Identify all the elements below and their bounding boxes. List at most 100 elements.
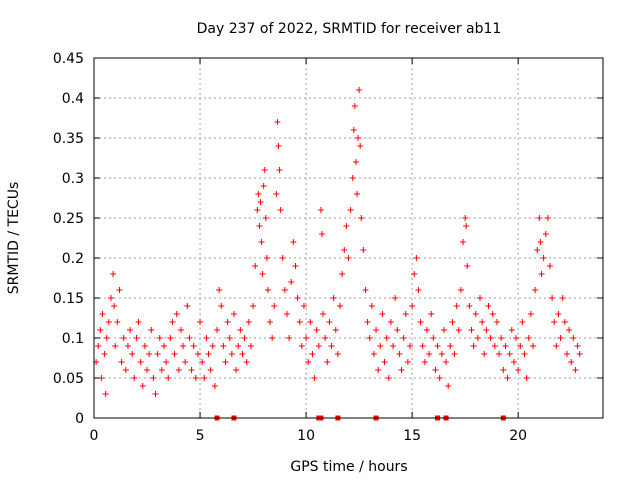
data-point: [538, 271, 545, 277]
data-point: [313, 327, 320, 333]
data-point: [252, 263, 259, 269]
chart-title: Day 237 of 2022, SRMTID for receiver ab1…: [197, 21, 502, 37]
data-point: [377, 343, 384, 349]
data-point: [358, 215, 365, 221]
data-point: [273, 191, 280, 197]
data-point: [194, 351, 201, 357]
y-tick-label: 0.1: [62, 331, 84, 347]
data-point: [190, 343, 197, 349]
x-tick-label: 5: [196, 428, 205, 444]
data-point: [160, 343, 167, 349]
data-point: [396, 351, 403, 357]
data-point: [523, 375, 530, 381]
data-point: [392, 295, 399, 301]
grid: [94, 58, 603, 418]
y-tick-label: 0.4: [62, 91, 84, 107]
data-point: [423, 327, 430, 333]
data-point: [451, 351, 458, 357]
data-point: [370, 351, 377, 357]
data-point: [515, 367, 522, 373]
data-point: [341, 247, 348, 253]
data-point: [415, 287, 422, 293]
data-point: [470, 343, 477, 349]
data-point: [99, 311, 106, 317]
data-point: [222, 359, 229, 365]
x-axis-label: GPS time / hours: [290, 459, 407, 475]
data-point: [269, 335, 276, 341]
x-tick-label: 15: [403, 428, 421, 444]
data-point: [101, 351, 108, 357]
axis-ticks: [93, 57, 603, 419]
data-point: [462, 215, 469, 221]
y-tick-label: 0.3: [62, 171, 84, 187]
data-point: [260, 183, 267, 189]
data-point: [353, 191, 360, 197]
data-point: [141, 343, 148, 349]
data-point: [352, 159, 359, 165]
data-point: [233, 367, 240, 373]
data-point: [180, 343, 187, 349]
data-point: [447, 343, 454, 349]
data-point: [307, 319, 314, 325]
data-points: [93, 87, 583, 421]
data-point: [237, 327, 244, 333]
data-point: [332, 327, 339, 333]
data-point: [245, 319, 252, 325]
data-point: [309, 351, 316, 357]
data-point: [334, 351, 341, 357]
data-point: [413, 255, 420, 261]
data-point: [542, 231, 549, 237]
data-point: [576, 351, 583, 357]
data-point: [466, 303, 473, 309]
data-point: [330, 295, 337, 301]
data-point: [387, 319, 394, 325]
data-point: [366, 335, 373, 341]
data-point: [337, 303, 344, 309]
data-point: [209, 343, 216, 349]
data-point: [184, 303, 191, 309]
data-point: [534, 247, 541, 253]
data-point: [146, 351, 153, 357]
data-point: [311, 375, 318, 381]
data-point: [259, 271, 266, 277]
data-point: [171, 351, 178, 357]
data-point: [544, 215, 551, 221]
data-point: [436, 375, 443, 381]
data-point: [122, 367, 129, 373]
data-point: [481, 351, 488, 357]
data-point: [347, 207, 354, 213]
data-point: [375, 367, 382, 373]
data-point: [390, 343, 397, 349]
data-point: [207, 367, 214, 373]
x-tick-label: 0: [90, 428, 99, 444]
y-tick-labels: 0 0.05 0.1 0.15 0.2 0.25 0.3 0.35 0.4 0.45: [53, 51, 84, 427]
data-point: [110, 271, 117, 277]
data-point: [300, 303, 307, 309]
data-point: [432, 367, 439, 373]
data-point: [199, 359, 206, 365]
data-point: [298, 343, 305, 349]
data-point: [394, 327, 401, 333]
data-point: [504, 375, 511, 381]
data-point: [496, 351, 503, 357]
data-point: [127, 327, 134, 333]
data-point: [320, 311, 327, 317]
data-point: [276, 167, 283, 173]
y-tick-label: 0.2: [62, 251, 84, 267]
data-point: [239, 351, 246, 357]
data-point: [407, 343, 414, 349]
data-point: [357, 143, 364, 149]
data-point: [173, 311, 180, 317]
data-point: [175, 367, 182, 373]
data-point: [421, 359, 428, 365]
data-point: [214, 327, 221, 333]
y-tick-label: 0.25: [53, 211, 84, 227]
data-point: [508, 327, 515, 333]
data-point: [555, 311, 562, 317]
data-point: [472, 311, 479, 317]
data-point: [124, 343, 131, 349]
data-point: [257, 199, 264, 205]
data-point: [355, 135, 362, 141]
y-tick-label: 0.05: [53, 371, 84, 387]
y-tick-label: 0: [75, 411, 84, 427]
